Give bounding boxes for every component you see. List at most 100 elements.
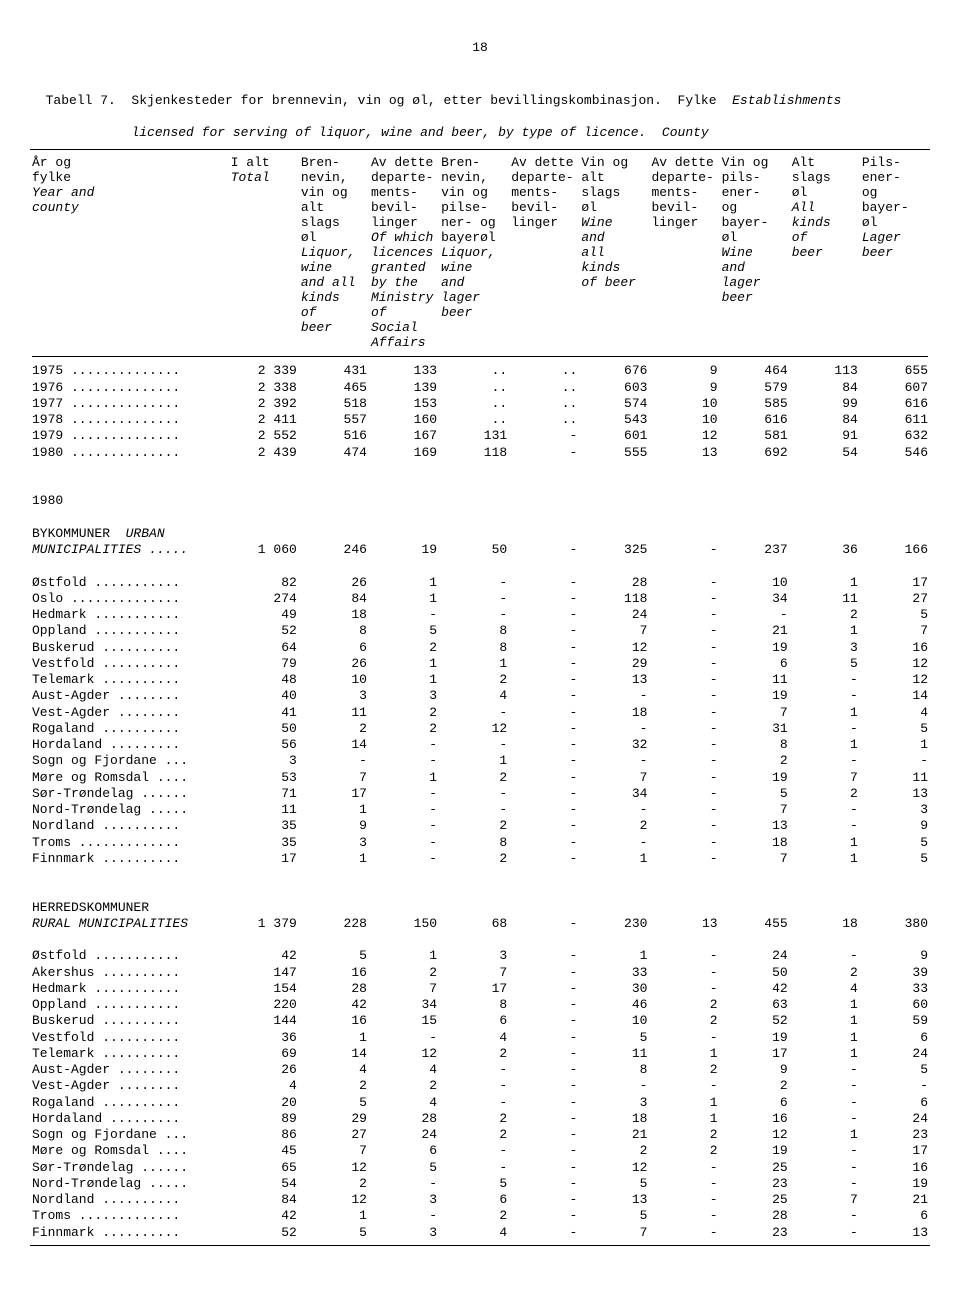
cell: 68 (439, 916, 509, 932)
cell: 84 (299, 591, 369, 607)
table-row: Telemark ..........481012-13-11-12 (30, 672, 930, 688)
cell: 692 (720, 445, 790, 461)
cell: 2 (649, 1143, 719, 1159)
table-row: 1980 ..............2 439474169118-555136… (30, 445, 930, 461)
table-row: Vest-Agder ........41112--18-714 (30, 705, 930, 721)
cell: - (790, 1225, 860, 1241)
cell: 6 (369, 1143, 439, 1159)
cell: - (509, 1013, 579, 1029)
cell: 4 (229, 1078, 299, 1094)
cell (579, 526, 649, 542)
table-row: 1975 ..............2 339431133....676946… (30, 363, 930, 379)
row-label: Buskerud .......... (30, 640, 229, 656)
cell: 2 (299, 1078, 369, 1094)
cell: 50 (439, 542, 509, 558)
table-head: År og fylkeYear and county I altTotal Br… (30, 152, 930, 354)
table-row: Møre og Romsdal ....53712-7-19711 (30, 770, 930, 786)
row-label: Østfold ........... (30, 575, 229, 591)
table-row: 1979 ..............2 552516167131-601125… (30, 428, 930, 444)
cell: 3 (790, 640, 860, 656)
cell: - (509, 1143, 579, 1159)
col-header-a: Vin og pils- ener- og bayer- øl (722, 155, 769, 245)
cell: 147 (229, 965, 299, 981)
cell: 3 (369, 1192, 439, 1208)
cell: - (790, 1078, 860, 1094)
page-number: 18 (30, 40, 930, 56)
cell: - (649, 818, 719, 834)
table-row: Møre og Romsdal ....4576--2219-17 (30, 1143, 930, 1159)
cell: 230 (579, 916, 649, 932)
cell: - (369, 607, 439, 623)
cell: 49 (229, 607, 299, 623)
cell: 21 (720, 623, 790, 639)
cell: 5 (720, 786, 790, 802)
cell: 13 (649, 445, 719, 461)
cell: - (790, 1062, 860, 1078)
cell: 5 (299, 1095, 369, 1111)
cell: 19 (720, 688, 790, 704)
cell: - (509, 445, 579, 461)
cell: 607 (860, 380, 930, 396)
cell: - (509, 916, 579, 932)
table-row: BYKOMMUNER URBAN (30, 526, 930, 542)
cell: 2 (649, 1062, 719, 1078)
cell: 33 (579, 965, 649, 981)
cell: 34 (579, 786, 649, 802)
col-header: Vin og pils- ener- og bayer- ølWine and … (720, 152, 790, 354)
row-label: Østfold ........... (30, 948, 229, 964)
cell: - (790, 1111, 860, 1127)
row-label: Sogn og Fjordane ... (30, 753, 229, 769)
cell: 4 (299, 1062, 369, 1078)
cell: 1 (790, 835, 860, 851)
row-label: Oppland ........... (30, 997, 229, 1013)
cell: 52 (229, 1225, 299, 1241)
col-header-b: Total (231, 170, 270, 185)
cell: - (509, 981, 579, 997)
cell: - (579, 1078, 649, 1094)
cell: 2 552 (229, 428, 299, 444)
cell: 2 339 (229, 363, 299, 379)
row-label: 1976 .............. (30, 380, 229, 396)
cell: 1 379 (229, 916, 299, 932)
row-label: Sør-Trøndelag ...... (30, 1160, 229, 1176)
cell: 543 (579, 412, 649, 428)
cell: 325 (579, 542, 649, 558)
cell (369, 526, 439, 542)
cell: 5 (860, 721, 930, 737)
cell: 4 (860, 705, 930, 721)
cell: - (439, 1160, 509, 1176)
cell: - (509, 721, 579, 737)
cell: 8 (720, 737, 790, 753)
cell: - (439, 591, 509, 607)
cell: 2 (439, 1111, 509, 1127)
table-row: Finnmark ..........171-2-1-715 (30, 851, 930, 867)
cell: 655 (860, 363, 930, 379)
table-row: Vest-Agder ........422----2-- (30, 1078, 930, 1094)
cell: - (509, 1160, 579, 1176)
row-label: Nord-Trøndelag ..... (30, 1176, 229, 1192)
cell (299, 493, 369, 509)
cell: - (439, 575, 509, 591)
cell: - (439, 786, 509, 802)
cell: 2 439 (229, 445, 299, 461)
cell: - (790, 1208, 860, 1224)
cell: - (439, 737, 509, 753)
cell: 6 (720, 1095, 790, 1111)
col-header-b: Liquor, wine and all kinds of beer (301, 245, 356, 335)
cell: - (439, 1095, 509, 1111)
table-row: 1978 ..............2 411557160....543106… (30, 412, 930, 428)
cell: 10 (649, 396, 719, 412)
cell: 616 (720, 412, 790, 428)
cell: - (369, 851, 439, 867)
cell: 17 (860, 575, 930, 591)
cell: - (649, 753, 719, 769)
cell: 6 (299, 640, 369, 656)
col-header-a: Av dette departe- ments- bevil- linger (511, 155, 573, 230)
table-row: Sogn og Fjordane ...8627242-21212123 (30, 1127, 930, 1143)
cell: 26 (299, 656, 369, 672)
cell: - (509, 672, 579, 688)
cell: 3 (439, 948, 509, 964)
cell: - (649, 640, 719, 656)
col-header: Bren- nevin, vin og alt slags ølLiquor, … (299, 152, 369, 354)
col-header-a: Av dette departe- ments- bevil- linger (651, 155, 713, 230)
